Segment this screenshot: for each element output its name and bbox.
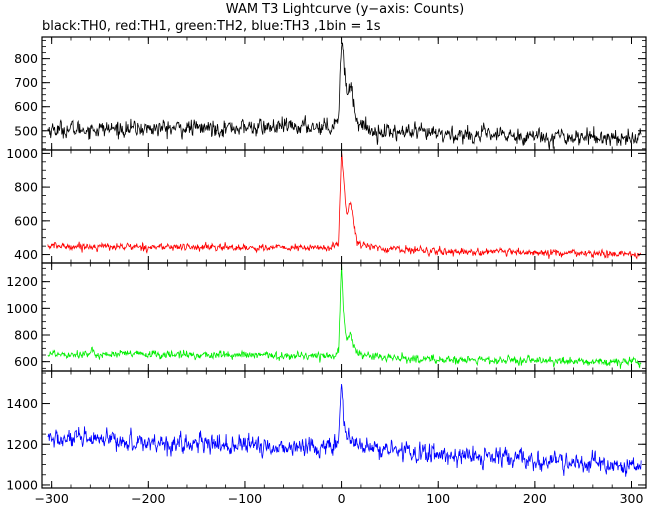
y-tick-label: 400 — [14, 247, 38, 262]
y-tick-label: 800 — [14, 180, 38, 195]
y-tick-label: 500 — [14, 123, 38, 138]
y-tick-label: 800 — [14, 51, 38, 66]
panel-th1: 400 600 800 1000 — [6, 146, 647, 264]
x-tick-label: −200 — [131, 491, 165, 505]
panel-frame-th3 — [41, 370, 647, 489]
y-tick-label: 1000 — [6, 477, 38, 492]
y-tick-label: 800 — [14, 328, 38, 343]
series-line-th2 — [47, 264, 642, 369]
y-tick-label: 1000 — [6, 301, 38, 316]
x-tick-label: 0 — [338, 491, 346, 505]
series-line-th3 — [47, 384, 642, 477]
y-tick-label: 700 — [14, 75, 38, 90]
series-line-th1 — [47, 152, 642, 260]
x-tick-label: 300 — [620, 491, 644, 505]
y-tick-label: 1200 — [6, 274, 38, 289]
series-line-th0 — [47, 42, 642, 150]
chart-subtitle: black:TH0, red:TH1, green:TH2, blue:TH3 … — [42, 19, 381, 34]
chart-title: WAM T3 Lightcurve (y−axis: Counts) — [226, 2, 464, 17]
panel-th2: 600 800 1000 1200 — [6, 262, 647, 372]
panel-frame-th1 — [41, 149, 647, 264]
y-tick-label: 600 — [14, 213, 38, 228]
y-tick-label: 1200 — [6, 437, 38, 452]
x-tick-label: 100 — [426, 491, 450, 505]
y-tick-label: 600 — [14, 354, 38, 369]
panel-th3: 1000 1200 1400 — [6, 370, 647, 492]
y-tick-label: 1000 — [6, 146, 38, 161]
x-tick-label: −100 — [228, 491, 262, 505]
y-tick-label: 1400 — [6, 396, 38, 411]
panels-group: 5006007008004006008001000600800100012001… — [6, 36, 647, 505]
x-tick-label: 200 — [523, 491, 547, 505]
x-tick-label: −300 — [34, 491, 68, 505]
panel-th0: 500 600 700 800 — [14, 36, 647, 151]
y-tick-label: 600 — [14, 99, 38, 114]
